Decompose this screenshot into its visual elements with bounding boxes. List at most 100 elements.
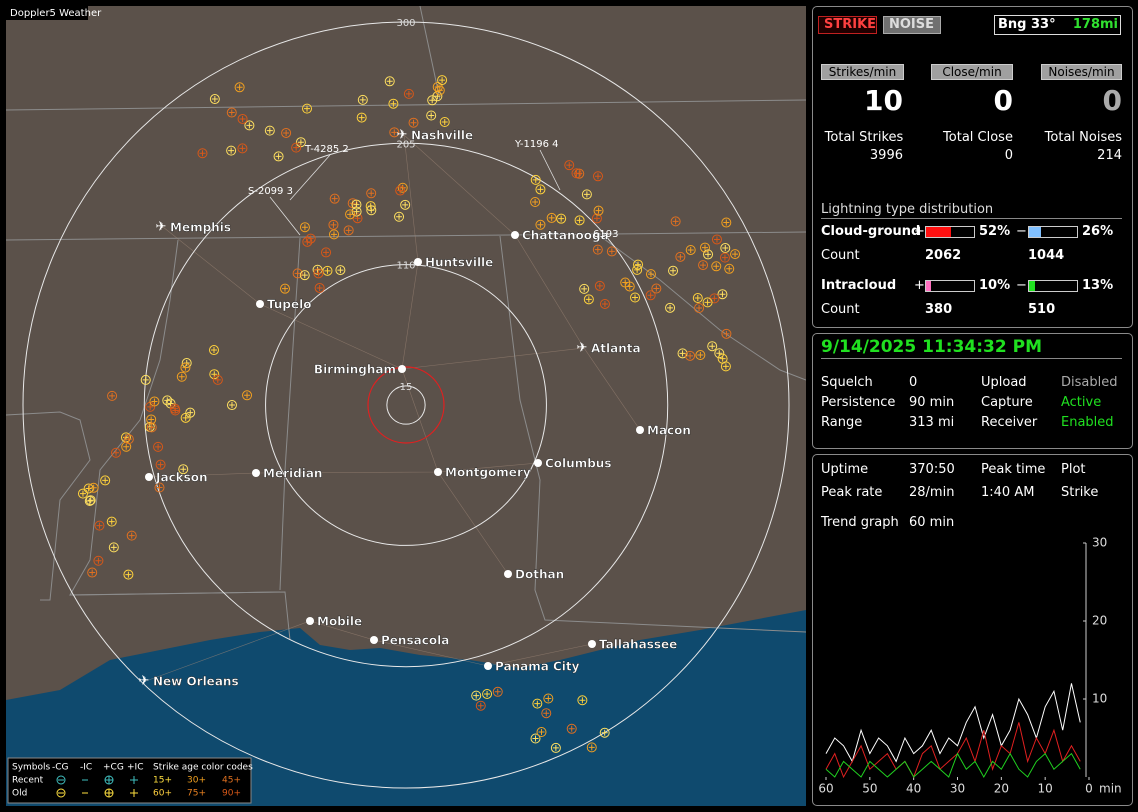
strike-ring [366,205,377,216]
rate-label: Close/min [942,65,1002,79]
strike-ring [299,270,310,281]
strike-cross [719,291,726,298]
strike-ring [237,113,248,124]
bar-fill [1029,281,1036,291]
strike-ring [111,447,122,458]
strike-cross [330,221,337,228]
strike-cross [588,744,595,751]
strike-ring [532,698,543,709]
strike-symbol [550,742,561,753]
strike-ring [77,488,88,499]
noise-button-label[interactable]: NOISE [889,17,935,32]
strike-symbol [343,225,354,236]
strike-ring [482,688,493,699]
strike-symbol [94,520,105,531]
strike-cross [390,100,397,107]
strike-symbol [140,374,151,385]
setting-text: 0 [909,375,918,390]
strike-symbol [185,407,196,418]
strike-symbol [711,261,722,272]
strike-symbol [699,242,710,253]
strike-cross [732,251,739,258]
strike-cross [294,270,301,277]
strike-symbol [170,405,181,416]
strike-cross [399,184,406,191]
strike-cross [726,265,733,272]
distance: 178mi [1072,17,1118,32]
strike-symbol [685,244,696,255]
strike-ring [356,112,367,123]
total-label: Total Close [943,130,1013,145]
strike-symbol [111,447,122,458]
strike-ring [702,297,713,308]
strike-symbol [579,283,590,294]
strike-cross [711,295,718,302]
type-percent: 10% [979,278,1011,293]
strike-cross [709,343,716,350]
strike-ring [302,236,313,247]
strike-symbol [574,215,585,226]
total-label: Total Noises [1044,130,1122,145]
stat-text: Strike [1061,485,1099,500]
brand-box [6,6,88,20]
strike-symbol [242,390,253,401]
strike-symbol [328,219,339,230]
city-label: Birmingham [314,363,396,377]
strike-cross [434,83,441,90]
rate-value: 10 [864,84,903,117]
status-panel [812,6,1133,328]
stat-text: 1:40 AM [981,485,1035,500]
legend-age: 75+ [187,789,206,799]
strike-cross [687,246,694,253]
strike-ring [699,242,710,253]
strike-cross [543,710,550,717]
strike-cross [545,695,552,702]
city-dot [588,640,596,648]
strike-cross [532,199,539,206]
strike-symbol [583,294,594,305]
strike-symbol [281,127,292,138]
strike-symbol [536,727,547,738]
strike-symbol [180,362,191,373]
strike-ring [87,567,98,578]
strike-cross [128,532,135,539]
strike-ring [707,341,718,352]
strike-symbol [146,414,157,425]
strike-cross [304,105,311,112]
strike-symbol [594,280,605,291]
strike-symbol [543,693,554,704]
strike-ring [351,199,362,210]
strike-symbol [197,148,208,159]
strike-ring [677,348,688,359]
strike-symbol [100,475,111,486]
strike-button[interactable] [818,16,877,34]
stat-text: Plot [1061,462,1086,477]
strike-ring [583,294,594,305]
strike-button-label[interactable]: STRIKE [824,17,877,32]
city-label: Nashville [411,129,473,143]
strike-cross [705,251,712,258]
setting-text: 90 min [909,395,955,410]
setting-text: Capture [981,395,1033,410]
strike-symbol [593,205,604,216]
strike-cross [172,407,179,414]
legend-age: 90+ [222,789,241,799]
strike-symbol [313,268,324,279]
strike-ring [154,482,165,493]
strike-ring [586,742,597,753]
noise-button[interactable] [883,16,941,34]
strike-cross [211,96,218,103]
strike-symbol [394,211,405,222]
strike-ring [536,727,547,738]
range-ring [386,385,426,425]
strike-ring [400,199,411,210]
strike-ring [209,369,220,380]
strike-cross [244,392,251,399]
city-label: Jackson [155,471,208,485]
strike-ring [314,282,325,293]
strike-cross [178,373,185,380]
strike-symbol [482,688,493,699]
strike-cross [694,295,701,302]
